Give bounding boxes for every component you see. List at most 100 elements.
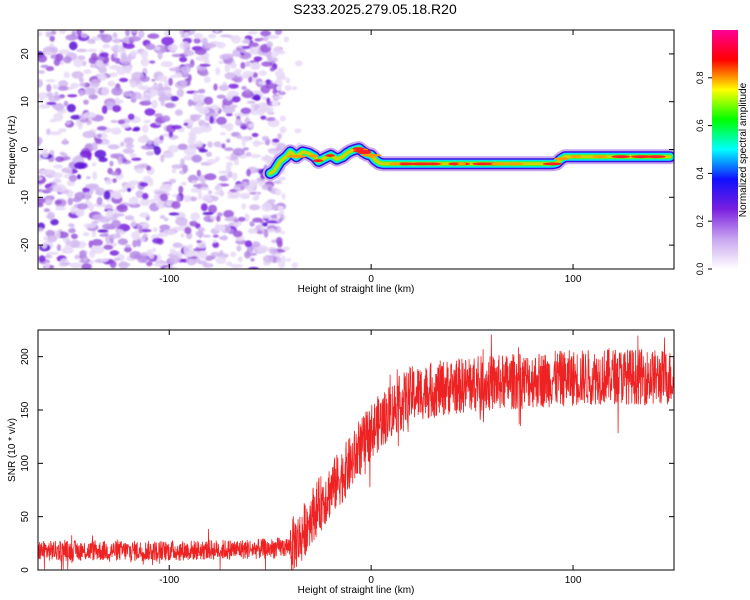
noise-blob [68,228,76,234]
noise-blob [160,97,165,107]
noise-blob [226,195,240,199]
noise-blob [215,256,227,265]
noise-blob [169,95,179,102]
noise-blob [76,30,82,36]
noise-blob [205,151,213,157]
noise-blob [55,205,66,211]
noise-blob [83,111,97,119]
noise-blob [49,35,55,42]
noise-blob [99,233,109,237]
noise-blob [216,215,221,222]
noise-blob [249,204,261,211]
noise-blob [109,160,114,167]
noise-blob [249,46,255,55]
noise-blob [272,138,280,143]
noise-blob [53,178,62,184]
noise-blob [128,36,141,42]
noise-blob [74,254,80,260]
noise-blob [75,210,83,216]
signal-hotspot [412,162,426,166]
signal-hotspot [388,162,401,166]
spectrogram-xtick-label: 100 [565,274,582,285]
noise-blob [218,84,229,92]
colorbar-tick-label: 0.8 [695,72,705,85]
snr-series-line [38,334,674,570]
noise-blob [53,183,66,193]
noise-blob [271,53,279,58]
noise-blob [212,239,217,243]
snr-ytick-label: 100 [20,455,31,472]
noise-blob [87,38,95,44]
noise-blob [202,234,211,238]
noise-blob [94,149,107,159]
noise-blob [152,227,158,232]
noise-blob [130,30,139,33]
noise-blob [84,191,91,201]
noise-blob [38,70,46,74]
noise-blob [72,197,82,203]
signal-hotspot [553,157,569,161]
signal-hotspot [512,162,521,166]
noise-blob [67,94,78,98]
noise-blob [241,203,247,210]
noise-blob [154,113,163,118]
signal-hotspot [352,147,365,151]
noise-blob [248,123,254,129]
snr-xtick-label: -100 [159,575,179,586]
noise-blob [126,187,132,192]
noise-blob [187,99,193,107]
noise-blob [228,83,239,89]
noise-blob [152,247,157,252]
noise-blob [125,143,134,149]
spectrogram-xtick-label: 0 [368,274,374,285]
noise-blob [230,62,237,69]
noise-blob [131,157,142,161]
noise-blob [272,46,282,55]
noise-blob [198,149,208,153]
noise-blob [112,32,118,39]
noise-blob [86,48,98,53]
noise-blob [139,75,150,83]
noise-blob [60,262,71,266]
noise-blob [142,124,149,133]
noise-blob [46,92,54,97]
noise-blob [206,159,217,165]
noise-blob [138,97,150,101]
snr-frame [37,329,675,571]
noise-blob [168,178,177,184]
noise-blob [202,263,214,268]
signal-hotspot [645,155,666,159]
signal-hotspot [570,155,582,159]
signal-hotspot [325,154,335,157]
noise-blob [149,60,156,64]
noise-blob [69,41,78,51]
noise-blob [248,266,260,269]
noise-blob [139,212,150,218]
noise-blob [112,105,122,113]
noise-blob [50,218,59,226]
noise-blob [204,173,217,181]
noise-blob [237,256,243,263]
noise-blob [114,97,121,102]
noise-blob [146,249,154,257]
noise-blob [83,223,97,229]
noise-blob [112,38,122,44]
noise-blob [218,60,225,65]
noise-blob [279,210,285,215]
noise-blob [85,183,99,189]
noise-blob [138,225,143,234]
noise-blob [95,138,103,145]
noise-blob [124,65,132,74]
noise-blob [45,31,52,38]
noise-blob [140,57,150,67]
noise-blob [78,89,84,97]
noise-blob [66,103,76,113]
noise-blob [268,248,278,255]
noise-blob [188,133,197,141]
colorbar: 0.0 0.2 0.4 0.6 0.8 Normalized spectral ampl… [695,30,749,275]
noise-blob [113,208,118,214]
noise-blob [191,154,203,163]
noise-blob [53,164,63,169]
noise-blob [146,165,152,171]
noise-blob [277,133,282,140]
